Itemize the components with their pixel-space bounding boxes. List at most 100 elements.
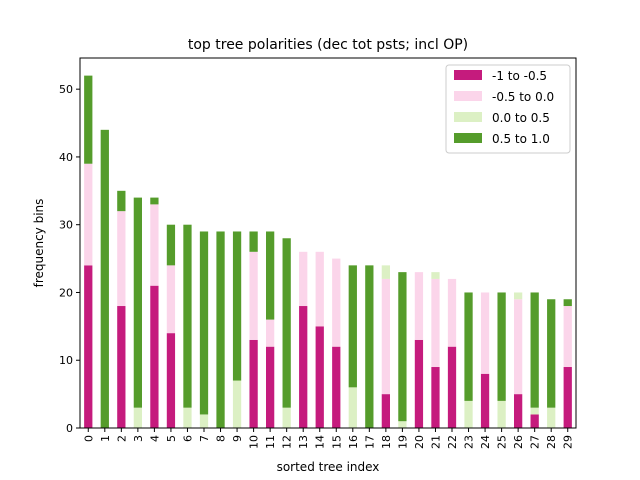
legend-label-2: 0.0 to 0.5 (492, 111, 550, 125)
x-tick-label-25: 25 (496, 435, 509, 449)
bar-segment-10-series-1 (249, 251, 258, 340)
x-tick-label-6: 6 (181, 435, 194, 442)
bar-segment-15-series-0 (332, 346, 341, 428)
bar-segment-7-series-3 (199, 231, 209, 415)
x-tick-label-17: 17 (363, 435, 376, 449)
x-tick-label-1: 1 (99, 435, 112, 442)
legend-label-1: -0.5 to 0.0 (492, 90, 554, 104)
bar-segment-28-series-3 (547, 299, 556, 408)
x-tick-label-9: 9 (231, 435, 244, 442)
bar-segment-0-series-1 (84, 163, 93, 266)
bar-segment-6-series-2 (183, 407, 192, 428)
legend-box (445, 64, 571, 154)
bar-segment-22-series-1 (447, 278, 457, 347)
bar-segment-2-series-0 (117, 306, 126, 428)
x-axis: 0 1 2 3 4 5 6 7 8 9 10 11 12 13 14 15 16 17 18 19 20 21 22 23 24… (82, 428, 575, 449)
x-tick-label-18: 18 (380, 435, 393, 449)
bar-segment-11-series-1 (266, 319, 275, 347)
x-tick-label-7: 7 (198, 435, 211, 442)
x-tick-label-19: 19 (396, 435, 409, 449)
plot-frame (79, 57, 577, 429)
bar-segment-8-series-3 (216, 231, 225, 428)
bar-segment-19-series-2 (398, 421, 407, 428)
x-tick-label-3: 3 (132, 435, 145, 442)
y-tick-label-40: 40 (59, 151, 73, 164)
bar-segment-25-series-3 (497, 292, 506, 401)
bar-segment-2-series-1 (117, 211, 126, 307)
bar-segment-10-series-0 (249, 339, 258, 428)
bar-segment-19-series-3 (398, 272, 407, 422)
bar-segment-4-series-0 (150, 285, 159, 428)
y-tick-label-50: 50 (59, 83, 73, 96)
legend-swatch-3 (454, 133, 482, 143)
x-tick-label-13: 13 (297, 435, 310, 449)
bar-segment-7-series-2 (199, 414, 209, 428)
x-tick-label-27: 27 (529, 435, 542, 449)
x-tick-label-11: 11 (264, 435, 277, 449)
bar-segment-21-series-1 (431, 278, 440, 368)
bar-segment-16-series-2 (348, 387, 357, 428)
bar-segment-1-series-3 (100, 129, 109, 428)
x-tick-label-5: 5 (165, 435, 178, 442)
bar-segment-4-series-3 (150, 197, 159, 205)
x-tick-label-4: 4 (148, 435, 161, 442)
y-tick-label-10: 10 (59, 354, 73, 367)
bar-segment-4-series-1 (150, 204, 159, 286)
x-tick-label-16: 16 (347, 435, 360, 449)
x-tick-label-23: 23 (463, 435, 476, 449)
legend-label-0: -1 to -0.5 (492, 69, 547, 83)
bar-segment-21-series-0 (431, 367, 440, 428)
x-tick-label-26: 26 (512, 435, 525, 449)
y-tick-label-20: 20 (59, 286, 73, 299)
y-tick-label-0: 0 (66, 422, 73, 435)
bar-segment-14-series-1 (315, 251, 324, 327)
x-tick-label-24: 24 (479, 435, 492, 449)
bar-segment-29-series-0 (563, 367, 572, 428)
bar-segment-18-series-2 (381, 265, 390, 279)
bar-segment-24-series-1 (480, 292, 490, 374)
y-tick-label-30: 30 (59, 219, 73, 232)
x-tick-label-0: 0 (82, 435, 95, 442)
chart-title: top tree polarities (dec tot psts; incl … (188, 37, 468, 53)
bar-segment-29-series-3 (563, 299, 572, 307)
bar-segment-12-series-2 (282, 407, 291, 428)
y-axis: 0 10 20 30 40 50 (59, 83, 80, 435)
legend-label-3: 0.5 to 1.0 (492, 132, 550, 146)
bar-segment-15-series-1 (332, 258, 341, 347)
bar-segment-23-series-2 (464, 400, 473, 428)
bar-segment-12-series-3 (282, 238, 291, 408)
bar-segment-18-series-1 (381, 278, 390, 395)
bar-segment-23-series-3 (464, 292, 473, 401)
bar-segment-17-series-3 (365, 265, 374, 428)
bar-segment-10-series-3 (249, 231, 258, 252)
bar-segment-5-series-1 (166, 265, 176, 334)
bar-segment-13-series-1 (299, 251, 308, 307)
x-tick-label-10: 10 (248, 435, 261, 449)
x-tick-label-20: 20 (413, 435, 426, 449)
x-tick-label-28: 28 (545, 435, 558, 449)
x-tick-label-14: 14 (314, 435, 327, 449)
bar-segment-26-series-1 (514, 299, 523, 395)
bar-segment-28-series-2 (547, 407, 556, 428)
bar-segment-11-series-3 (266, 231, 275, 320)
bar-segment-5-series-0 (166, 333, 176, 428)
bar-segment-27-series-3 (530, 292, 539, 408)
bar-segment-27-series-2 (530, 407, 539, 415)
bar-segment-6-series-3 (183, 224, 192, 408)
legend-swatch-0 (454, 70, 482, 80)
bar-segment-27-series-0 (530, 414, 539, 428)
x-tick-label-15: 15 (330, 435, 343, 449)
x-tick-label-21: 21 (429, 435, 442, 449)
bar-segment-14-series-0 (315, 326, 324, 428)
bars-group (84, 75, 572, 428)
bar-segment-25-series-2 (497, 400, 506, 428)
bar-segment-20-series-1 (414, 272, 424, 340)
bar-segment-26-series-0 (514, 394, 523, 428)
bar-segment-16-series-3 (348, 265, 357, 388)
bar-segment-3-series-3 (133, 197, 142, 408)
bar-segment-18-series-0 (381, 394, 390, 428)
bar-segment-9-series-3 (232, 231, 242, 381)
x-tick-label-12: 12 (281, 435, 294, 449)
x-tick-label-22: 22 (446, 435, 459, 449)
